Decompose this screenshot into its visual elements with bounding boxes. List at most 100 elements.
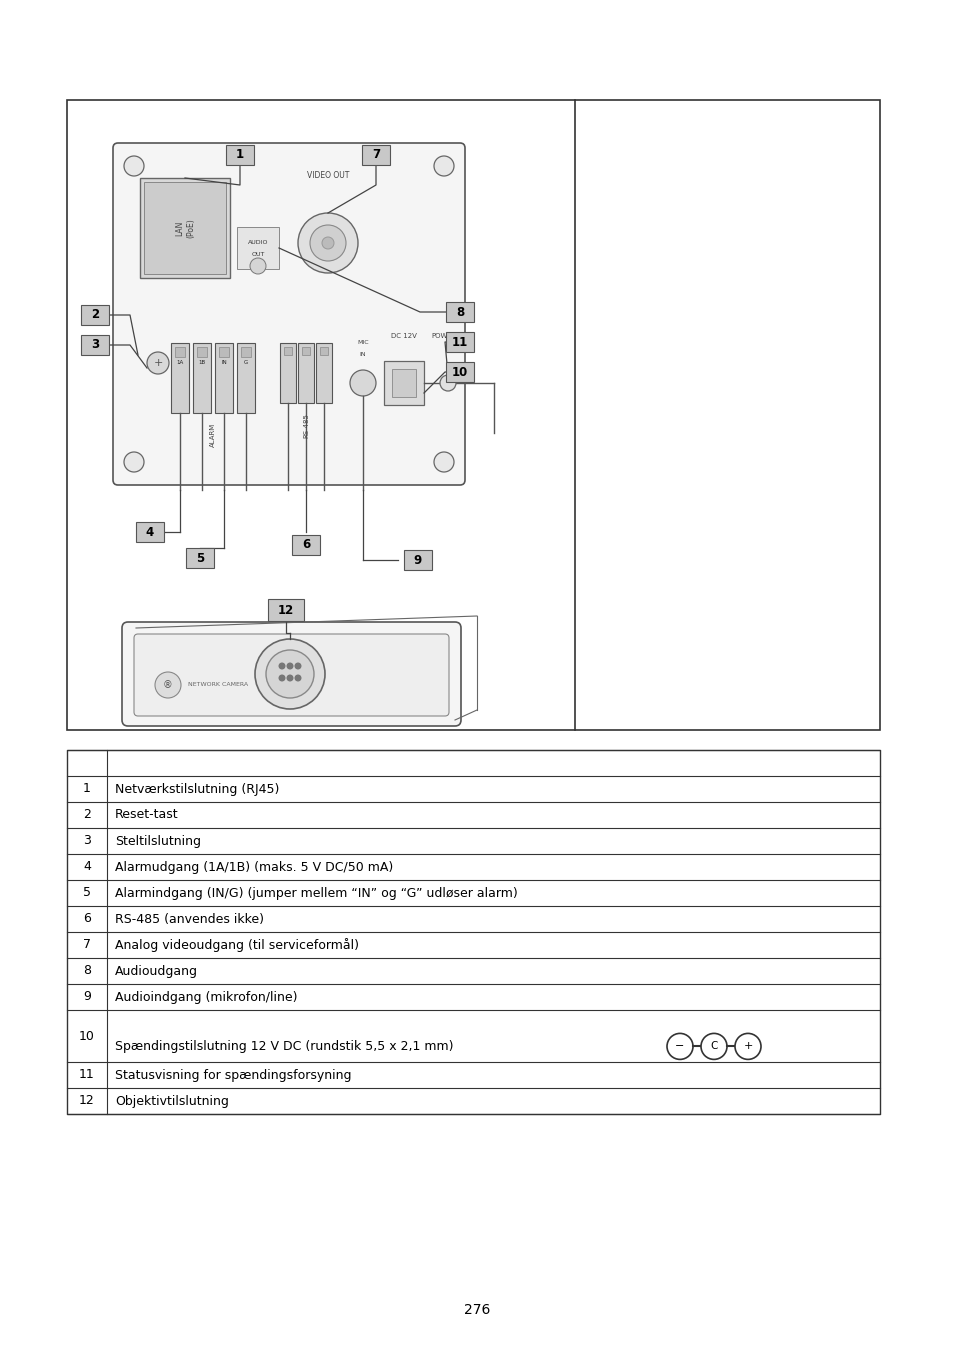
Text: 8: 8 [83,964,91,977]
Bar [292,535,319,555]
Bar [297,343,314,404]
Text: Audioindgang (mikrofon/line): Audioindgang (mikrofon/line) [115,991,297,1003]
Text: 3: 3 [91,339,99,351]
Text: 4: 4 [83,860,91,873]
Bar [280,343,295,404]
Bar [67,751,879,1114]
Circle shape [124,452,144,472]
Text: ®: ® [163,680,172,690]
Circle shape [124,157,144,176]
Circle shape [322,238,334,248]
Bar [446,362,474,382]
Bar [236,343,254,413]
Bar [81,305,109,325]
Text: OUT: OUT [251,252,264,258]
Bar [268,599,304,621]
Text: Netværkstilslutning (RJ45): Netværkstilslutning (RJ45) [115,783,279,795]
Text: 3: 3 [83,834,91,848]
Circle shape [310,225,346,261]
Circle shape [734,1033,760,1060]
Text: RS-485 (anvendes ikke): RS-485 (anvendes ikke) [115,913,264,926]
Text: 8: 8 [456,305,464,319]
Text: Reset-tast: Reset-tast [115,809,178,822]
Text: Statusvisning for spændingsforsyning: Statusvisning for spændingsforsyning [115,1068,351,1081]
Text: 12: 12 [277,603,294,617]
Text: 10: 10 [79,1030,95,1042]
Text: 1A: 1A [176,360,183,366]
Circle shape [286,663,294,670]
Bar [361,144,390,165]
Text: IN: IN [359,352,366,358]
Text: 2: 2 [83,809,91,822]
Circle shape [254,639,325,709]
Circle shape [666,1033,692,1060]
FancyBboxPatch shape [112,143,464,485]
Bar [384,360,423,405]
Bar [144,182,226,274]
Text: DC 12V: DC 12V [391,333,416,339]
Text: Objektivtilslutning: Objektivtilslutning [115,1095,229,1107]
Circle shape [250,258,266,274]
Text: 6: 6 [301,539,310,552]
Text: Audioudgang: Audioudgang [115,964,198,977]
Text: 1: 1 [235,148,244,162]
Bar [136,522,164,541]
Bar [446,332,474,352]
Circle shape [700,1033,726,1060]
Text: RS-485: RS-485 [303,413,309,437]
Text: −: − [675,1041,684,1052]
Bar [302,347,310,355]
Text: Spændingstilslutning 12 V DC (rundstik 5,5 x 2,1 mm): Spændingstilslutning 12 V DC (rundstik 5… [115,1040,453,1053]
Bar [446,302,474,323]
Bar [67,100,879,730]
Bar [319,347,328,355]
Text: 7: 7 [372,148,379,162]
Text: 1: 1 [83,783,91,795]
Text: 6: 6 [83,913,91,926]
Text: C: C [710,1041,717,1052]
Bar [196,347,207,356]
Text: AUDIO: AUDIO [248,240,268,246]
Bar [236,227,278,269]
Text: +: + [742,1041,752,1052]
Bar [174,347,185,356]
Text: 9: 9 [83,991,91,1003]
Circle shape [439,375,456,391]
Text: 5: 5 [83,887,91,899]
Bar [315,343,332,404]
FancyBboxPatch shape [122,622,460,726]
Text: 9: 9 [414,554,421,567]
Circle shape [278,675,285,682]
Bar [186,548,213,568]
Bar [219,347,229,356]
Bar [403,549,432,570]
Circle shape [434,157,454,176]
Bar [140,178,230,278]
Bar [392,369,416,397]
Text: LAN
(PoE): LAN (PoE) [174,219,194,238]
Text: 4: 4 [146,525,154,539]
Circle shape [434,452,454,472]
Text: 276: 276 [463,1303,490,1318]
Text: 7: 7 [83,938,91,952]
Text: G: G [244,360,248,366]
Text: 1B: 1B [198,360,205,366]
Bar [81,335,109,355]
FancyBboxPatch shape [133,634,449,716]
Text: Alarmindgang (IN/G) (jumper mellem “IN” og “G” udløser alarm): Alarmindgang (IN/G) (jumper mellem “IN” … [115,887,517,899]
Text: IN: IN [221,360,227,366]
Text: MIC: MIC [356,340,369,346]
Text: Analog videoudgang (til serviceformål): Analog videoudgang (til serviceformål) [115,938,358,952]
Circle shape [350,370,375,396]
Circle shape [266,649,314,698]
Circle shape [294,663,301,670]
Text: 11: 11 [452,336,468,348]
Circle shape [286,675,294,682]
Text: VIDEO OUT: VIDEO OUT [307,171,349,181]
Text: NETWORK CAMERA: NETWORK CAMERA [188,683,248,687]
Text: 2: 2 [91,309,99,321]
Bar [171,343,189,413]
Circle shape [154,672,181,698]
Bar [226,144,253,165]
Text: 5: 5 [195,552,204,564]
